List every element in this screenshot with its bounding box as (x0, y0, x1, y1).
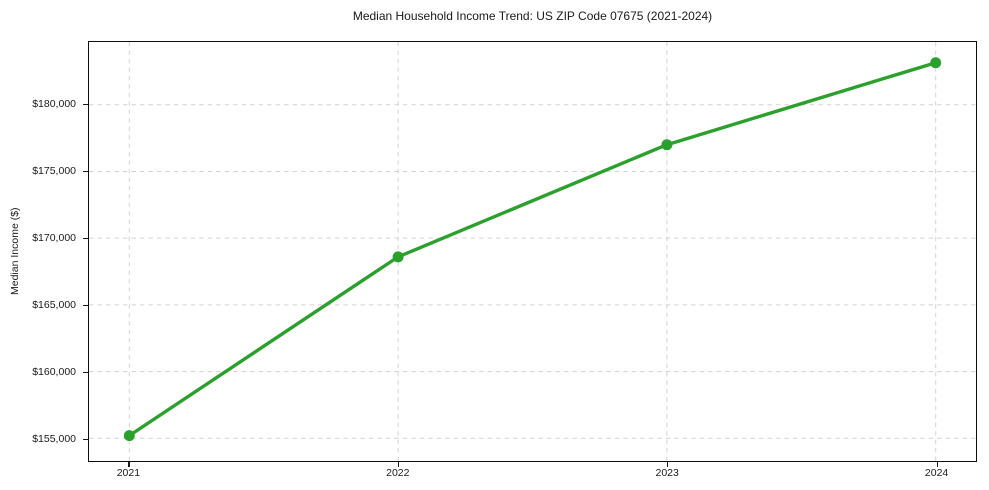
y-tick-label: $160,000 (32, 366, 76, 379)
x-tick-label: 2023 (655, 467, 679, 479)
data-point (930, 57, 942, 69)
x-tick-label: 2022 (386, 467, 410, 479)
y-tick-label: $155,000 (32, 433, 76, 446)
y-tick-label: $175,000 (32, 165, 76, 178)
y-tick-mark (83, 439, 88, 441)
plot-area (88, 41, 977, 462)
data-point (661, 139, 673, 151)
y-tick-mark (83, 305, 88, 307)
data-point (123, 430, 135, 442)
y-axis-label: Median Income ($) (9, 207, 21, 295)
trend-line (127, 61, 938, 438)
plot-svg (89, 42, 976, 461)
y-tick-mark (83, 238, 88, 240)
x-tick-mark (936, 462, 938, 467)
y-tick-mark (83, 372, 88, 374)
y-tick-label: $165,000 (32, 299, 76, 312)
y-tick-mark (83, 104, 88, 106)
x-tick-mark (667, 462, 669, 467)
x-tick-mark (128, 462, 130, 467)
x-tick-mark (397, 462, 399, 467)
y-tick-label: $170,000 (32, 232, 76, 245)
x-tick-label: 2021 (116, 467, 141, 479)
data-point (392, 251, 404, 263)
y-tick-label: $180,000 (32, 98, 76, 110)
x-tick-label: 2024 (924, 467, 949, 479)
chart-title: Median Household Income Trend: US ZIP Co… (352, 9, 713, 23)
y-tick-mark (83, 171, 88, 173)
